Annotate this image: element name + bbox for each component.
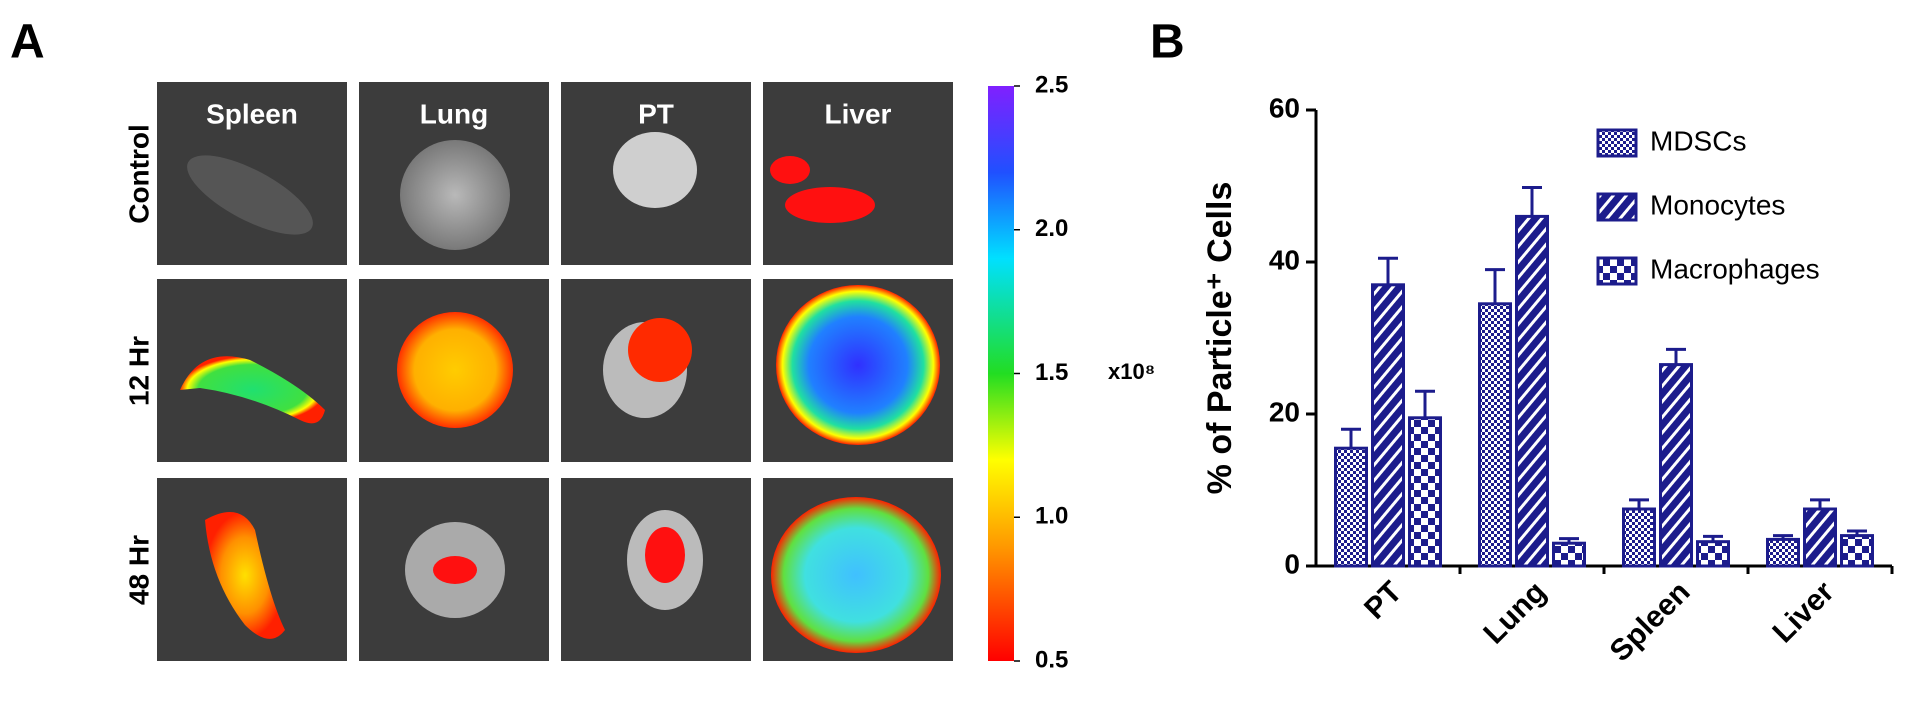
y-axis-label: % of Particle⁺ Cells — [1201, 182, 1239, 495]
bar — [1552, 541, 1586, 568]
colorbar-multiplier: x10⁸ — [1108, 359, 1155, 384]
legend-swatch — [1596, 128, 1638, 158]
x-tick-label: Liver — [1767, 575, 1841, 649]
y-tick-label: 20 — [1269, 396, 1300, 427]
row-label: 48 Hr — [123, 535, 154, 605]
x-tick-label: PT — [1358, 575, 1408, 625]
bar — [1515, 214, 1549, 568]
y-tick-label: 40 — [1269, 244, 1300, 275]
legend-label: Macrophages — [1650, 253, 1820, 284]
column-label: Spleen — [206, 98, 298, 129]
bar — [1803, 507, 1837, 568]
x-tick-label: Spleen — [1604, 575, 1697, 668]
y-tick-label: 60 — [1269, 92, 1300, 123]
column-label: PT — [638, 98, 674, 129]
column-label: Lung — [420, 98, 488, 129]
colorbar-tick-label: 1.0 — [1035, 503, 1068, 530]
panel-label: B — [1150, 16, 1185, 69]
legend-label: MDSCs — [1650, 125, 1746, 156]
legend-swatch — [1596, 256, 1638, 286]
row-label: 12 Hr — [123, 336, 154, 406]
colorbar-tick-label: 2.0 — [1035, 215, 1068, 242]
bar — [1371, 283, 1405, 568]
bar — [1766, 537, 1800, 568]
column-label: Liver — [825, 98, 892, 129]
bar — [1659, 363, 1693, 568]
bar — [1696, 540, 1730, 568]
bar — [1334, 446, 1368, 568]
x-tick-label: Lung — [1477, 575, 1552, 650]
colorbar-tick-label: 1.5 — [1035, 359, 1068, 386]
bar — [1622, 507, 1656, 568]
bar — [1840, 534, 1874, 568]
panel-label: A — [10, 16, 45, 69]
image-grid — [157, 82, 953, 661]
bar — [1478, 302, 1512, 568]
legend-swatch — [1596, 192, 1638, 222]
y-tick-label: 0 — [1284, 548, 1300, 579]
legend-label: Monocytes — [1650, 189, 1785, 220]
row-label: Control — [123, 124, 154, 224]
colorbar-tick-label: 0.5 — [1035, 646, 1068, 673]
bar — [1408, 416, 1442, 568]
colorbar — [988, 86, 1014, 661]
colorbar-tick-label: 2.5 — [1035, 71, 1068, 98]
